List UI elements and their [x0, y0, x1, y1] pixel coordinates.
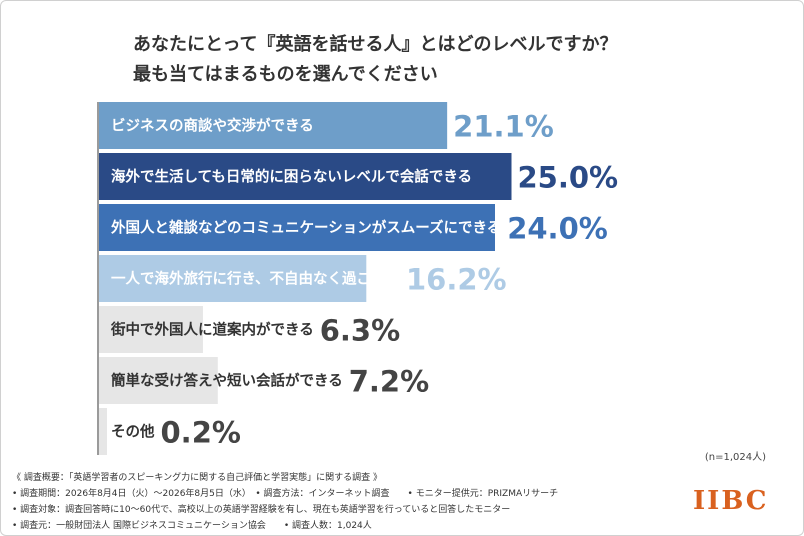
category-label: 街中で外国人に道案内ができる [110, 321, 314, 339]
survey-note: • 調査元：一般財団法人 国際ビジネスコミュニケーション協会 • 調査人数：1,… [12, 521, 372, 531]
category-label: 海外で生活しても日常的に困らないレベルで会話できる [111, 168, 472, 186]
survey-note: • 調査期間：2026年8月4日（火）〜2026年8月5日（水） • 調査方法：… [12, 489, 559, 499]
bar [99, 408, 107, 455]
value-label: 0.2% [161, 416, 241, 450]
iibc-logo: IIBC [693, 486, 769, 516]
sample-size: (n=1,024人) [704, 452, 766, 463]
survey-note: 《 調査概要：「英語学習者のスピーキング力に関する自己評価と学習実態」に関する調… [12, 473, 382, 483]
value-label: 25.0% [518, 161, 619, 195]
chart-title: あなたにとって『英語を話せる人』とはどのレベルですか？ 最も当てはまるものを選ん… [133, 30, 753, 90]
category-label: 一人で海外旅行に行き、不自由なく過ごせる [111, 270, 400, 288]
value-label: 6.3% [320, 314, 400, 348]
bar [99, 255, 367, 302]
title-line-2: 最も当てはまるものを選んでください [133, 64, 438, 85]
bar [99, 204, 495, 251]
value-label: 16.2% [406, 263, 507, 297]
survey-notes: 《 調査概要：「英語学習者のスピーキング力に関する自己評価と学習実態」に関する調… [12, 470, 652, 534]
value-label: 24.0% [507, 212, 608, 246]
category-label: 簡単な受け答えや短い会話ができる [111, 372, 343, 390]
survey-note: • 調査対象：調査回答時に10〜60代で、高校以上の英語学習経験を有し、現在も英… [12, 505, 511, 515]
title-line-1: あなたにとって『英語を話せる人』とはどのレベルですか？ [133, 34, 618, 55]
bar [99, 153, 512, 200]
category-label: ビジネスの商談や交渉ができる [111, 117, 314, 135]
value-label: 21.1% [453, 110, 554, 144]
category-label: 外国人と雑談などのコミュニケーションがスムーズにできる [111, 219, 501, 237]
bar [99, 102, 448, 149]
value-label: 7.2% [349, 365, 429, 399]
bar [99, 306, 203, 353]
category-label: その他 [111, 423, 155, 441]
bar [99, 357, 218, 404]
